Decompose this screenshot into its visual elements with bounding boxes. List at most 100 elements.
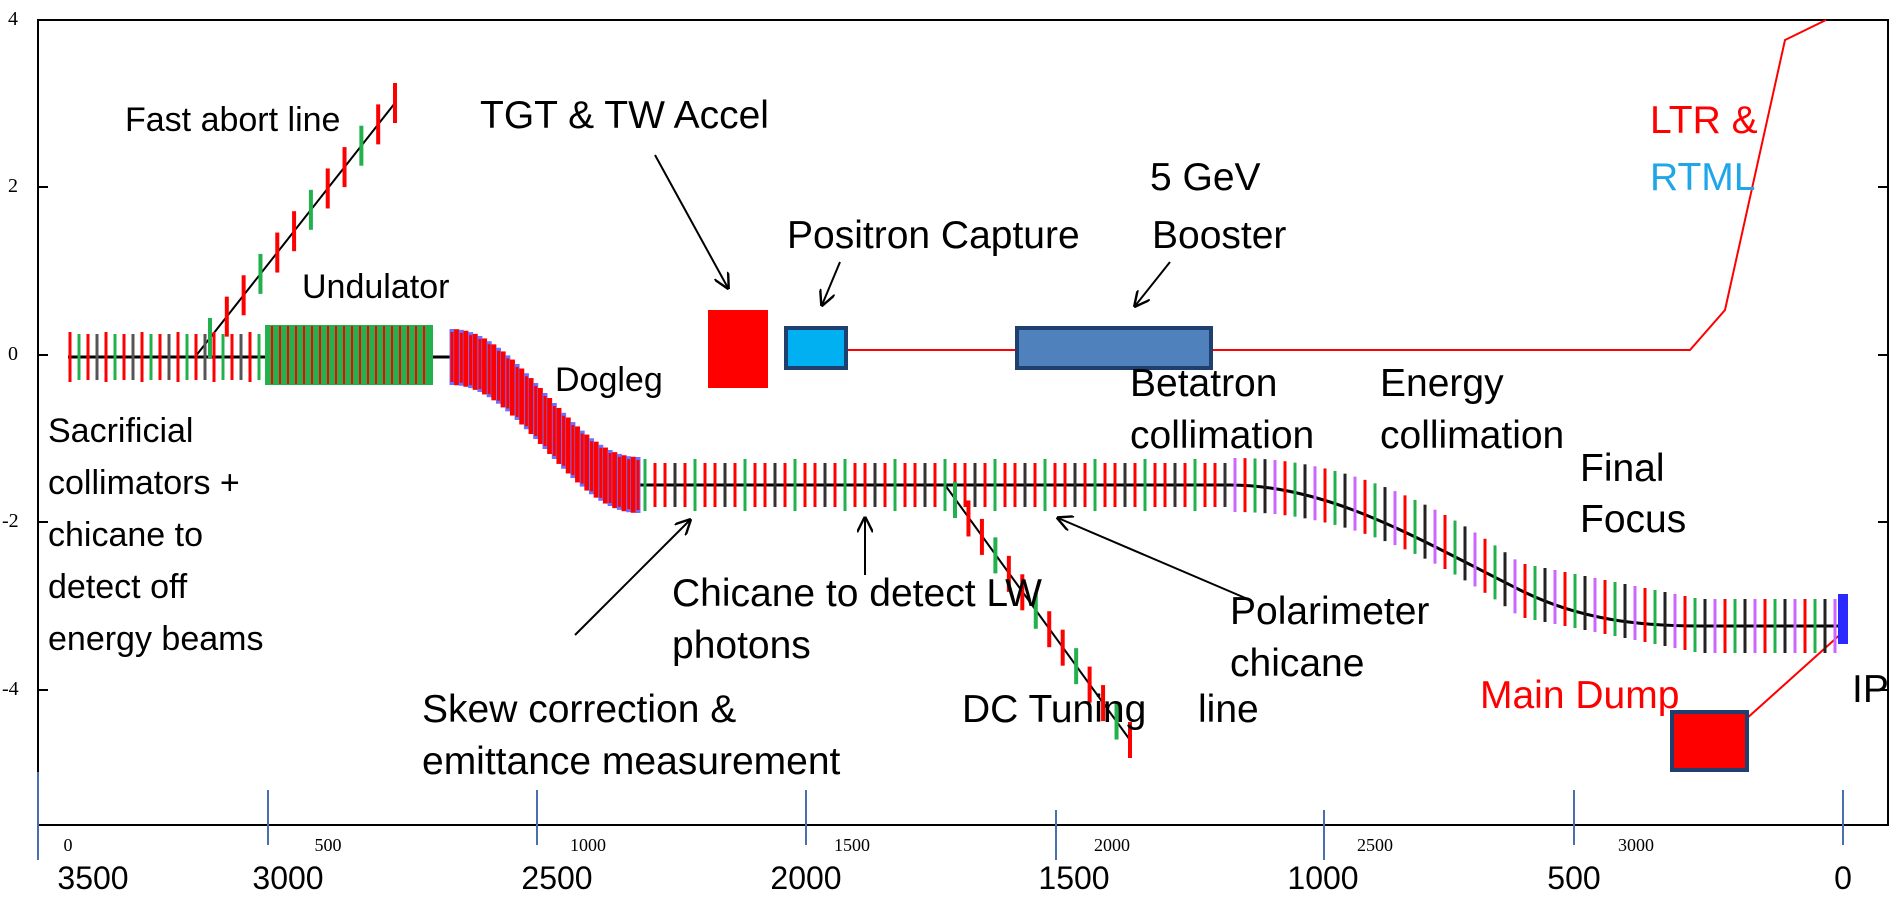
magnet-element (258, 253, 263, 294)
magnet-element (311, 326, 313, 384)
magnet-element (487, 344, 491, 395)
magnet-element (552, 406, 556, 457)
magnet-element (510, 362, 514, 413)
magnet-element (1273, 460, 1277, 515)
magnet-element (1753, 599, 1757, 653)
fast-abort-magnets (208, 83, 397, 358)
magnet-element (966, 500, 971, 537)
magnet-element (1823, 599, 1827, 653)
magnet-element (383, 326, 385, 384)
magnet-element (953, 482, 957, 518)
magnet-element (576, 429, 580, 480)
magnet-element (1033, 463, 1037, 507)
magnet-element (325, 168, 330, 209)
top-scale-label: 3000 (1618, 835, 1654, 855)
magnet-element (1047, 611, 1052, 648)
magnet-element (1573, 574, 1577, 628)
magnet-element (483, 341, 487, 392)
magnet-element (68, 332, 72, 382)
magnet-element (1653, 590, 1657, 644)
magnet-element (515, 366, 519, 417)
magnet-element (271, 326, 273, 384)
magnet-element (753, 463, 757, 507)
magnet-element (131, 334, 135, 380)
magnet-element (993, 459, 997, 511)
magnet-element (622, 458, 626, 509)
dogleg-magnets (449, 329, 641, 513)
label-skew-line2: emittance measurement (422, 740, 841, 783)
magnet-element (1593, 578, 1597, 632)
magnet-element (1433, 509, 1437, 564)
magnet-element (359, 125, 364, 166)
magnet-element (1733, 599, 1737, 653)
magnet-element (903, 463, 907, 507)
magnet-element (1583, 576, 1587, 630)
magnet-element (473, 336, 477, 387)
dc-tuning-magnets (953, 482, 1132, 758)
annotation-arrows (574, 154, 1251, 636)
magnet-element (993, 537, 998, 574)
magnet-element (1193, 459, 1197, 511)
magnet-element (571, 425, 575, 476)
label-fast-abort: Fast abort line (125, 101, 341, 139)
magnet-element (1343, 473, 1347, 528)
magnet-element (1413, 499, 1417, 554)
magnet-element (1093, 459, 1097, 511)
label-energy-line2: collimation (1380, 414, 1565, 457)
magnet-element (1063, 463, 1067, 507)
magnet-element (548, 401, 552, 452)
magnet-element (257, 334, 261, 380)
magnet-element (723, 463, 727, 507)
magnet-element (230, 334, 234, 380)
top-scale-label: 1500 (834, 835, 870, 855)
label-sacrificial-3: chicane to (48, 516, 203, 554)
magnet-element (853, 463, 857, 507)
magnet-element (653, 463, 657, 507)
bottom-scale-label: 1000 (1287, 860, 1359, 896)
bottom-scale-label: 1500 (1038, 860, 1110, 896)
magnet-element (308, 189, 313, 230)
magnet-element (673, 463, 677, 507)
top-scale-label: 0 (63, 835, 73, 855)
magnet-element (1473, 532, 1477, 587)
y-tick-label: -4 (2, 678, 19, 700)
magnet-element (1713, 599, 1717, 653)
label-skew-line1: Skew correction & (422, 688, 737, 731)
magnet-element (1673, 594, 1677, 648)
magnet-element (1003, 463, 1007, 507)
magnet-element (1133, 463, 1137, 507)
magnet-element (1833, 599, 1837, 653)
label-polarimeter-line2: chicane (1230, 642, 1365, 685)
magnet-element (327, 326, 329, 384)
magnet-element (279, 326, 281, 384)
magnet-element (1033, 592, 1038, 629)
magnet-element (149, 334, 153, 380)
bottom-scale-label: 3000 (252, 860, 324, 896)
magnet-element (1563, 572, 1567, 626)
magnet-element (1060, 629, 1065, 666)
magnet-element (1013, 463, 1017, 507)
arrow-skew (574, 520, 690, 636)
magnet-element (86, 334, 90, 380)
magnet-element (1173, 463, 1177, 507)
top-scale-label: 2000 (1094, 835, 1130, 855)
magnet-element (529, 381, 533, 432)
magnet-element (1613, 582, 1617, 636)
magnet-element (203, 334, 207, 380)
label-main-dump: Main Dump (1480, 674, 1680, 717)
positron-capture-block (784, 326, 848, 370)
magnet-element (375, 326, 377, 384)
magnet-element (1263, 459, 1267, 514)
magnet-element (683, 463, 687, 507)
magnet-element (823, 463, 827, 507)
magnet-element (1087, 666, 1092, 703)
label-dogleg: Dogleg (555, 361, 663, 399)
magnet-element (963, 463, 967, 507)
magnet-element (1363, 479, 1367, 534)
final-focus-magnets (1233, 458, 1837, 653)
magnet-element (562, 415, 566, 466)
magnet-element (469, 335, 473, 386)
magnet-element (343, 326, 345, 384)
magnet-element (1553, 570, 1557, 624)
